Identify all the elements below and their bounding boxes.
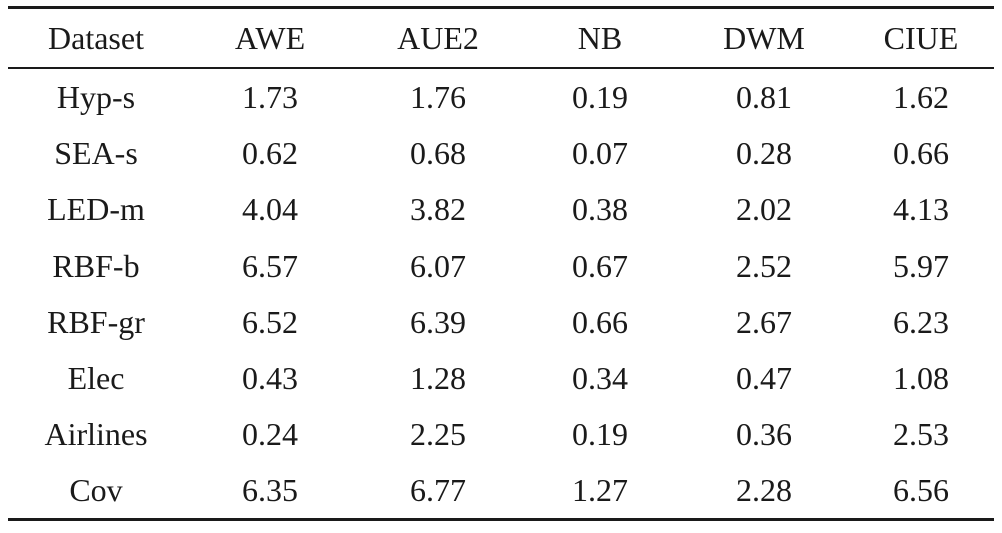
cell-dwm: 0.28	[736, 135, 792, 172]
cell-ciue: 6.23	[893, 303, 949, 340]
table-bottom-rule	[8, 518, 994, 521]
cell-awe: 6.52	[242, 303, 298, 340]
cell-ciue: 0.66	[893, 135, 949, 172]
cell-aue2: 0.68	[410, 135, 466, 172]
cell-dwm: 0.47	[736, 360, 792, 397]
cell-nb: 0.66	[572, 303, 628, 340]
cell-aue2: 1.28	[410, 360, 466, 397]
cell-awe: 0.43	[242, 360, 298, 397]
header-dwm: DWM	[723, 20, 805, 56]
table-row: Hyp-s 1.73 1.76 0.19 0.81 1.62	[8, 67, 994, 125]
cell-ciue: 2.53	[893, 416, 949, 453]
table-header-rule	[8, 67, 994, 69]
cell-nb: 0.07	[572, 135, 628, 172]
cell-nb: 1.27	[572, 472, 628, 509]
table-row: Cov 6.35 6.77 1.27 2.28 6.56	[8, 462, 994, 518]
table-row: LED-m 4.04 3.82 0.38 2.02 4.13	[8, 181, 994, 237]
cell-awe: 0.24	[242, 416, 298, 453]
cell-aue2: 2.25	[410, 416, 466, 453]
cell-nb: 0.34	[572, 360, 628, 397]
cell-ciue: 5.97	[893, 247, 949, 284]
cell-dwm: 2.28	[736, 472, 792, 509]
table-row: RBF-gr 6.52 6.39 0.66 2.67 6.23	[8, 294, 994, 350]
cell-awe: 4.04	[242, 191, 298, 228]
cell-awe: 6.35	[242, 472, 298, 509]
cell-awe: 1.73	[242, 79, 298, 116]
header-awe: AWE	[234, 20, 306, 56]
cell-dataset: RBF-b	[52, 247, 140, 284]
table-header: Dataset AWE AUE2 NB DWM CIUE	[8, 9, 994, 67]
cell-nb: 0.38	[572, 191, 628, 228]
header-ciue: CIUE	[883, 20, 959, 56]
table-row: SEA-s 0.62 0.68 0.07 0.28 0.66	[8, 125, 994, 181]
cell-ciue: 1.08	[893, 360, 949, 397]
table-row: Elec 0.43 1.28 0.34 0.47 1.08	[8, 350, 994, 406]
header-nb: NB	[577, 20, 623, 56]
cell-dwm: 0.81	[736, 79, 792, 116]
cell-aue2: 3.82	[410, 191, 466, 228]
cell-dataset: Airlines	[44, 416, 148, 453]
cell-aue2: 1.76	[410, 79, 466, 116]
cell-dataset: SEA-s	[54, 135, 138, 172]
cell-ciue: 1.62	[893, 79, 949, 116]
cell-ciue: 6.56	[893, 472, 949, 509]
cell-dataset: Hyp-s	[56, 79, 136, 116]
header-aue2: AUE2	[397, 20, 479, 56]
cell-dataset: LED-m	[47, 191, 145, 228]
cell-ciue: 4.13	[893, 191, 949, 228]
cell-aue2: 6.07	[410, 247, 466, 284]
table-top-rule	[8, 6, 994, 9]
cell-dataset: RBF-gr	[47, 303, 145, 340]
table-body: Hyp-s 1.73 1.76 0.19 0.81 1.62 SEA-s 0.62 0.68 0.…	[8, 67, 994, 519]
cell-dwm: 2.52	[736, 247, 792, 284]
header-dataset: Dataset	[48, 20, 144, 56]
cell-nb: 0.19	[572, 416, 628, 453]
cell-dataset: Cov	[69, 472, 123, 509]
cell-dwm: 2.67	[736, 303, 792, 340]
cell-awe: 6.57	[242, 247, 298, 284]
cell-nb: 0.19	[572, 79, 628, 116]
results-table: Dataset AWE AUE2 NB DWM CIUE Hyp-s 1.73 1.…	[8, 9, 994, 519]
cell-dwm: 0.36	[736, 416, 792, 453]
cell-awe: 0.62	[242, 135, 298, 172]
cell-aue2: 6.77	[410, 472, 466, 509]
cell-aue2: 6.39	[410, 303, 466, 340]
table-row: RBF-b 6.57 6.07 0.67 2.52 5.97	[8, 238, 994, 294]
cell-dataset: Elec	[67, 360, 125, 397]
cell-dwm: 2.02	[736, 191, 792, 228]
header-row: Dataset AWE AUE2 NB DWM CIUE	[8, 9, 994, 67]
table-row: Airlines 0.24 2.25 0.19 0.36 2.53	[8, 406, 994, 462]
cell-nb: 0.67	[572, 247, 628, 284]
